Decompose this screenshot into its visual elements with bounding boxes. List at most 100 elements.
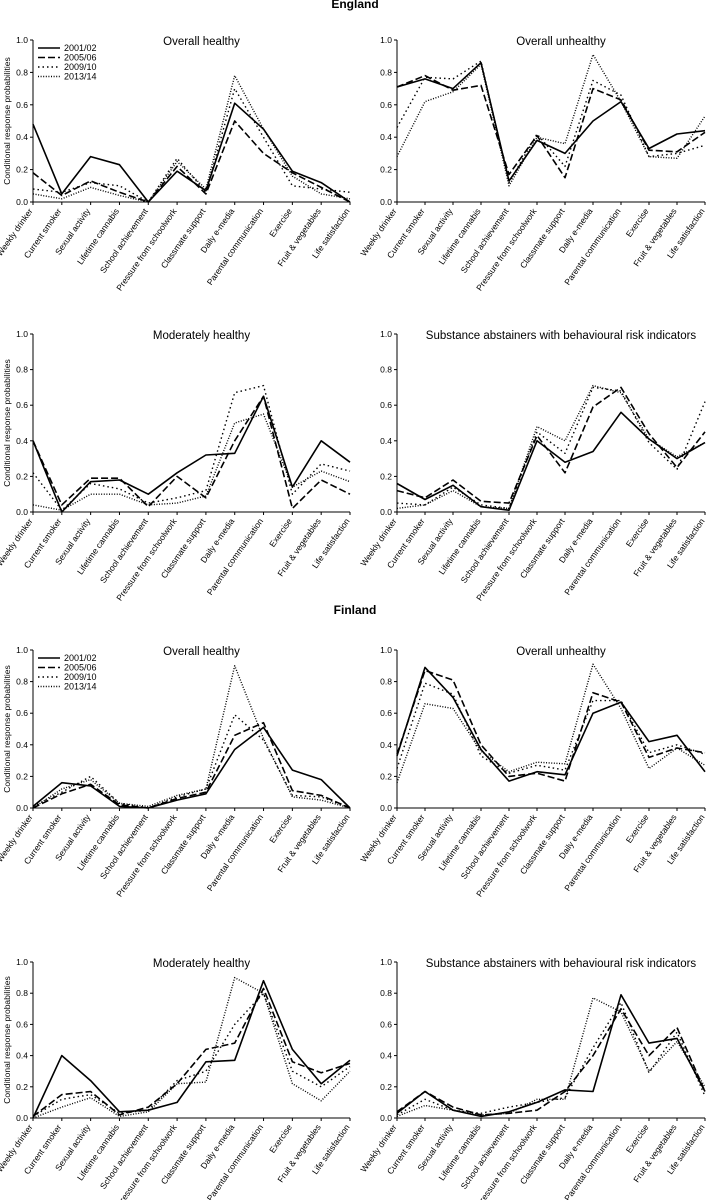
- legend-label: 2013/14: [64, 72, 97, 82]
- y-tick-label: 0.4: [16, 740, 28, 750]
- series-line-2013-14: [396, 997, 706, 1118]
- y-tick-label: 0.8: [380, 67, 392, 77]
- legend-label: 2005/06: [64, 53, 97, 63]
- series-line-2009-10: [32, 992, 351, 1118]
- y-tick-label: 0.8: [16, 67, 28, 77]
- panel-title: Moderately healthy: [153, 330, 250, 342]
- series-line-2013-14: [32, 74, 351, 203]
- y-tick-label: 0.4: [380, 132, 392, 142]
- series-line-2005-06: [396, 386, 706, 504]
- x-tick-label: Parental communication: [205, 812, 266, 893]
- series-line-2001-02: [32, 726, 351, 809]
- y-axis-label: Conditional response probabilities: [2, 359, 12, 487]
- series-line-2001-02: [32, 979, 351, 1119]
- legend-label: 2005/06: [64, 663, 97, 673]
- y-tick-label: 0.8: [16, 988, 28, 998]
- series-line-2001-02: [396, 666, 706, 782]
- y-tick-label: 1.0: [16, 645, 28, 655]
- y-tick-label: 0.6: [16, 100, 28, 110]
- x-tick-label: Exercise: [624, 1122, 651, 1155]
- y-tick-label: 0.4: [16, 1051, 28, 1061]
- y-tick-label: 1.0: [380, 329, 392, 339]
- y-tick-label: 0.6: [380, 1019, 392, 1029]
- series-line-2013-14: [32, 413, 351, 511]
- y-tick-label: 0.4: [16, 436, 28, 446]
- x-tick-label: Exercise: [624, 812, 651, 845]
- series-line-2001-02: [32, 102, 351, 203]
- y-tick-label: 0.6: [380, 400, 392, 410]
- series-line-2005-06: [396, 669, 706, 782]
- y-tick-label: 0.2: [16, 1082, 28, 1092]
- y-tick-label: 1.0: [16, 957, 28, 967]
- y-tick-label: 1.0: [16, 329, 28, 339]
- y-tick-label: 0.2: [380, 471, 392, 481]
- series-line-2005-06: [32, 395, 351, 510]
- series-line-2013-14: [396, 53, 706, 187]
- series-line-2001-02: [396, 411, 706, 512]
- x-tick-label: Exercise: [267, 516, 294, 549]
- legend-label: 2001/02: [64, 653, 97, 663]
- y-tick-label: 0.8: [380, 677, 392, 687]
- series-line-2005-06: [396, 74, 706, 179]
- y-tick-label: 0.0: [16, 197, 28, 207]
- x-tick-label: Exercise: [624, 516, 651, 549]
- series-line-2005-06: [32, 987, 351, 1118]
- y-tick-label: 0.4: [380, 1051, 392, 1061]
- legend-label: 2001/02: [64, 43, 97, 53]
- y-tick-label: 0.8: [380, 988, 392, 998]
- series-line-2001-02: [32, 395, 351, 513]
- x-tick-label: Parental communication: [205, 206, 266, 287]
- series-line-2009-10: [396, 386, 706, 510]
- series-line-2013-14: [32, 665, 351, 809]
- y-tick-label: 0.0: [380, 197, 392, 207]
- y-tick-label: 0.0: [380, 1113, 392, 1123]
- panel-title: Moderately healthy: [153, 958, 250, 970]
- y-tick-label: 1.0: [380, 957, 392, 967]
- panel-title: Overall unhealthy: [516, 646, 606, 658]
- panel-title: Overall healthy: [163, 646, 240, 658]
- x-tick-label: Parental communication: [205, 516, 266, 597]
- panel-title: Substance abstainers with behavioural ri…: [426, 958, 697, 970]
- y-tick-label: 0.4: [380, 436, 392, 446]
- y-tick-label: 0.8: [380, 365, 392, 375]
- y-tick-label: 0.6: [380, 100, 392, 110]
- y-tick-label: 0.6: [16, 1019, 28, 1029]
- x-tick-label: Parental communication: [562, 516, 623, 597]
- series-line-2009-10: [32, 714, 351, 809]
- y-tick-label: 0.4: [380, 740, 392, 750]
- x-tick-label: Exercise: [267, 206, 294, 239]
- y-tick-label: 0.2: [380, 771, 392, 781]
- x-tick-label: Exercise: [267, 1122, 294, 1155]
- y-tick-label: 0.2: [16, 471, 28, 481]
- series-line-2009-10: [32, 87, 351, 203]
- y-tick-label: 0.2: [16, 165, 28, 175]
- series-line-2009-10: [396, 1001, 706, 1116]
- legend-label: 2013/14: [64, 682, 97, 692]
- y-tick-label: 0.0: [16, 803, 28, 813]
- y-tick-label: 0.6: [16, 400, 28, 410]
- y-tick-label: 0.6: [380, 708, 392, 718]
- series-line-2005-06: [32, 120, 351, 203]
- y-tick-label: 0.2: [16, 771, 28, 781]
- series-line-2005-06: [396, 1007, 706, 1116]
- y-tick-label: 1.0: [16, 35, 28, 45]
- series-line-2001-02: [396, 993, 706, 1118]
- y-tick-label: 0.8: [16, 365, 28, 375]
- panel-title: Substance abstainers with behavioural ri…: [426, 330, 697, 342]
- y-tick-label: 0.0: [380, 507, 392, 517]
- y-tick-label: 0.8: [16, 677, 28, 687]
- x-tick-label: Exercise: [267, 812, 294, 845]
- y-tick-label: 0.0: [16, 1113, 28, 1123]
- y-tick-label: 1.0: [380, 645, 392, 655]
